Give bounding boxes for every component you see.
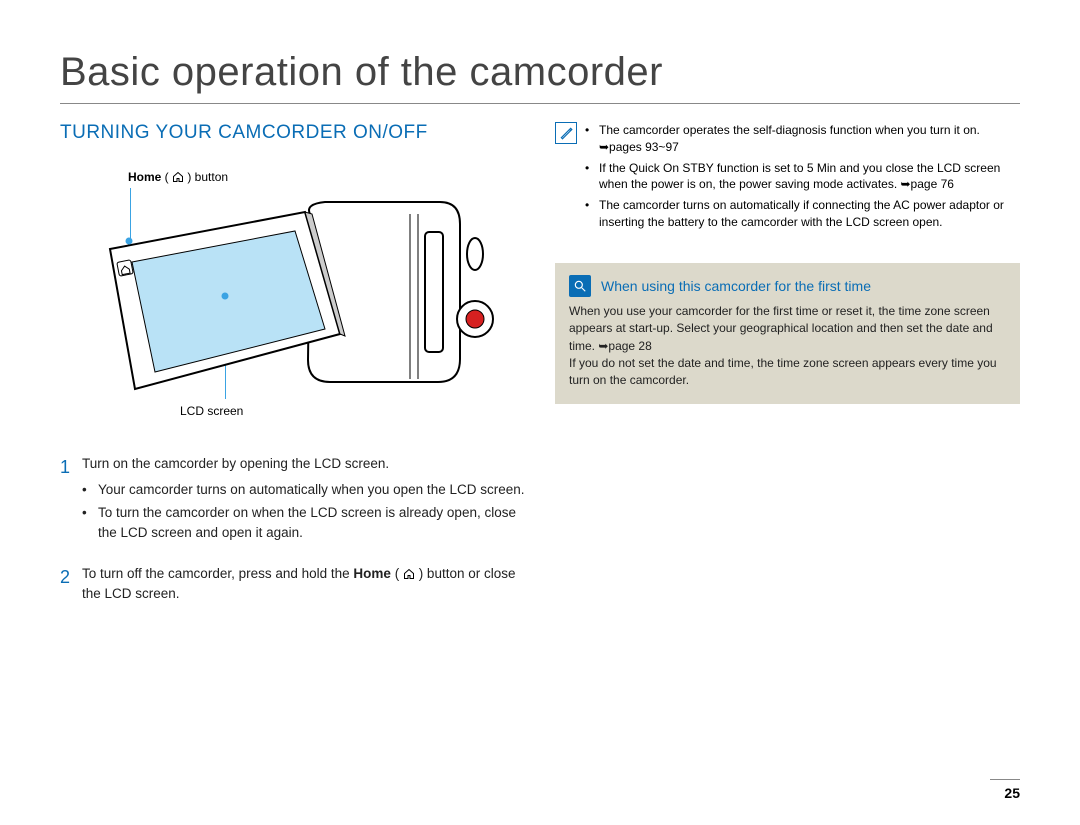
- step-sub-bullet: •Your camcorder turns on automatically w…: [82, 480, 525, 500]
- note-bullet: •The camcorder operates the self-diagnos…: [585, 122, 1020, 156]
- step-item: 1 Turn on the camcorder by opening the L…: [60, 454, 525, 546]
- tip-text: If you do not set the date and time, the…: [569, 355, 1006, 390]
- home-icon: [172, 170, 184, 184]
- camcorder-illustration: [80, 184, 500, 414]
- page-number: 25: [1004, 785, 1020, 801]
- step-text: Turn on the camcorder by opening the LCD…: [82, 456, 389, 471]
- page-divider: [990, 779, 1020, 780]
- left-column: TURNING YOUR CAMCORDER ON/OFF Home ( ) b…: [60, 122, 525, 621]
- tip-text: When you use your camcorder for the firs…: [569, 303, 1006, 355]
- tip-title: When using this camcorder for the first …: [601, 278, 871, 294]
- step-number: 2: [60, 564, 82, 603]
- right-column: •The camcorder operates the self-diagnos…: [555, 122, 1020, 621]
- camcorder-diagram: Home ( ) button LCD screen: [60, 164, 525, 424]
- home-button-label: Home ( ) button: [128, 170, 228, 184]
- content-columns: TURNING YOUR CAMCORDER ON/OFF Home ( ) b…: [60, 122, 1020, 621]
- home-icon: [403, 566, 415, 581]
- section-heading: TURNING YOUR CAMCORDER ON/OFF: [60, 122, 525, 144]
- step-sub-bullet: •To turn the camcorder on when the LCD s…: [82, 503, 525, 542]
- tip-box: When using this camcorder for the first …: [555, 263, 1020, 404]
- note-bullet: •The camcorder turns on automatically if…: [585, 197, 1020, 231]
- page-title: Basic operation of the camcorder: [60, 50, 1020, 104]
- step-text: To turn off the camcorder, press and hol…: [82, 564, 525, 603]
- note-bullet: •If the Quick On STBY function is set to…: [585, 160, 1020, 194]
- note-block: •The camcorder operates the self-diagnos…: [555, 122, 1020, 235]
- step-number: 1: [60, 454, 82, 546]
- step-item: 2 To turn off the camcorder, press and h…: [60, 564, 525, 603]
- note-icon: [555, 122, 577, 144]
- steps-list: 1 Turn on the camcorder by opening the L…: [60, 454, 525, 603]
- magnifier-icon: [569, 275, 591, 297]
